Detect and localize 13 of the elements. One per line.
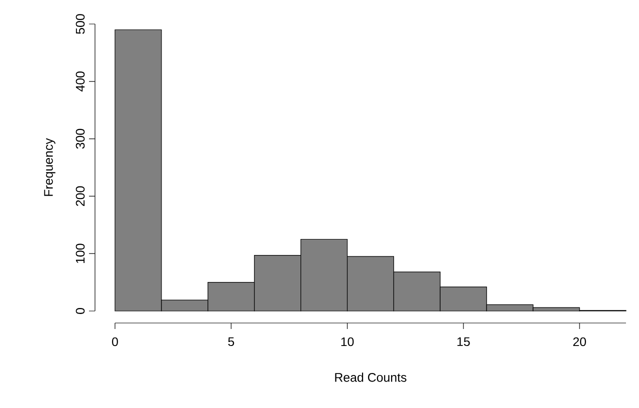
y-tick-label: 200	[76, 186, 85, 206]
x-axis-title: Read Counts	[335, 372, 406, 382]
y-tick-label: 400	[76, 72, 85, 92]
x-tick-label: 20	[573, 337, 586, 346]
y-tick-label: 100	[76, 244, 85, 264]
y-tick-label: 300	[76, 128, 85, 149]
y-tick-label: 0	[76, 308, 85, 314]
x-tick-label: 5	[228, 337, 234, 346]
y-axis-title: Frequency	[44, 138, 56, 196]
x-tick-label: 15	[457, 337, 470, 346]
x-tick-label: 0	[112, 337, 118, 346]
y-tick-label: 500	[76, 14, 85, 34]
x-tick-label: 10	[341, 337, 354, 346]
